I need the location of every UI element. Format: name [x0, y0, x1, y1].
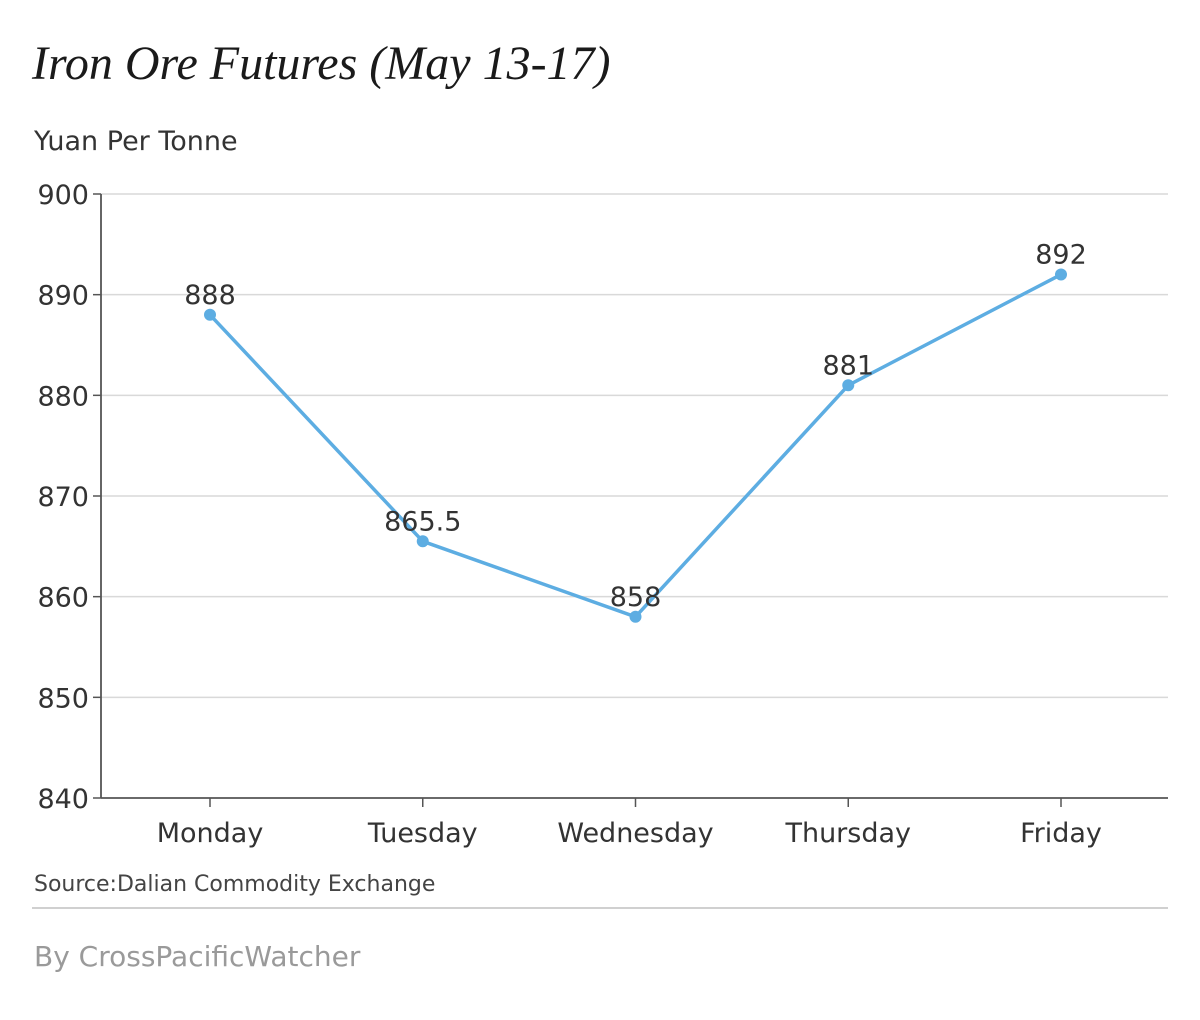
data-point-thursday [842, 379, 855, 392]
x-tick-label-wednesday: Wednesday [557, 818, 713, 849]
line-chart: 840 850 860 870 880 890 900 Monday Tuesday Wedne… [37, 180, 1168, 849]
source-note: Source:Dalian Commodity Exchange [34, 872, 436, 897]
data-label-friday: 892 [1035, 240, 1087, 271]
x-tick-labels: Monday Tuesday Wednesday Thursday Friday [157, 818, 1102, 849]
x-tick-label-friday: Friday [1020, 818, 1102, 849]
y-tick-label-870: 870 [37, 482, 89, 513]
data-label-tuesday: 865.5 [384, 506, 461, 537]
footer-divider [32, 907, 1168, 909]
series-line [208, 272, 1063, 619]
data-label-monday: 888 [184, 280, 236, 311]
data-label-wednesday: 858 [610, 582, 662, 613]
byline: By CrossPacificWatcher [34, 940, 361, 973]
axes [93, 193, 1168, 807]
data-label-thursday: 881 [822, 350, 874, 381]
data-point-tuesday [416, 535, 429, 548]
y-tick-label-890: 890 [37, 281, 89, 312]
y-tick-label-900: 900 [37, 180, 89, 211]
chart-title: Iron Ore Futures (May 13-17) [32, 37, 611, 90]
x-tick-label-tuesday: Tuesday [367, 818, 478, 849]
y-tick-label-860: 860 [37, 583, 89, 614]
data-point-wednesday [629, 610, 642, 623]
data-point-monday [204, 308, 216, 321]
y-tick-label-840: 840 [37, 784, 89, 815]
gridlines [101, 193, 1168, 699]
y-axis-unit-label: Yuan Per Tonne [34, 126, 238, 157]
y-tick-label-880: 880 [37, 381, 89, 412]
x-tick-label-monday: Monday [157, 818, 264, 849]
data-point-friday [1055, 268, 1067, 281]
y-tick-label-850: 850 [37, 683, 89, 714]
data-labels: 888 865.5 858 881 892 [184, 240, 1087, 613]
series-price [204, 268, 1067, 623]
y-tick-labels: 840 850 860 870 880 890 900 [37, 180, 89, 815]
x-tick-label-thursday: Thursday [784, 818, 911, 849]
